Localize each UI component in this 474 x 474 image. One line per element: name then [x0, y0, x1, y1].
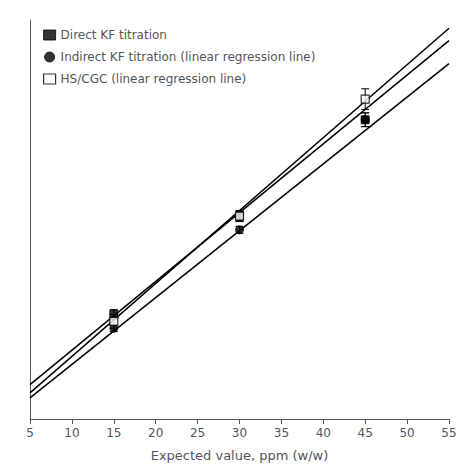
svg-text:50: 50	[399, 426, 414, 440]
svg-text:40: 40	[316, 426, 331, 440]
svg-text:15: 15	[106, 426, 121, 440]
svg-text:HS/CGC (linear regression line: HS/CGC (linear regression line)	[61, 72, 247, 86]
svg-text:25: 25	[190, 426, 205, 440]
svg-text:Indirect KF titration (linear: Indirect KF titration (linear regression…	[61, 50, 316, 64]
svg-text:35: 35	[274, 426, 289, 440]
svg-text:Direct KF titration: Direct KF titration	[61, 28, 167, 42]
svg-text:20: 20	[148, 426, 163, 440]
svg-text:Expected value, ppm (w/w): Expected value, ppm (w/w)	[151, 448, 329, 463]
svg-text:5: 5	[26, 426, 34, 440]
svg-text:10: 10	[64, 426, 79, 440]
svg-text:55: 55	[441, 426, 456, 440]
svg-text:30: 30	[232, 426, 247, 440]
svg-text:45: 45	[358, 426, 373, 440]
